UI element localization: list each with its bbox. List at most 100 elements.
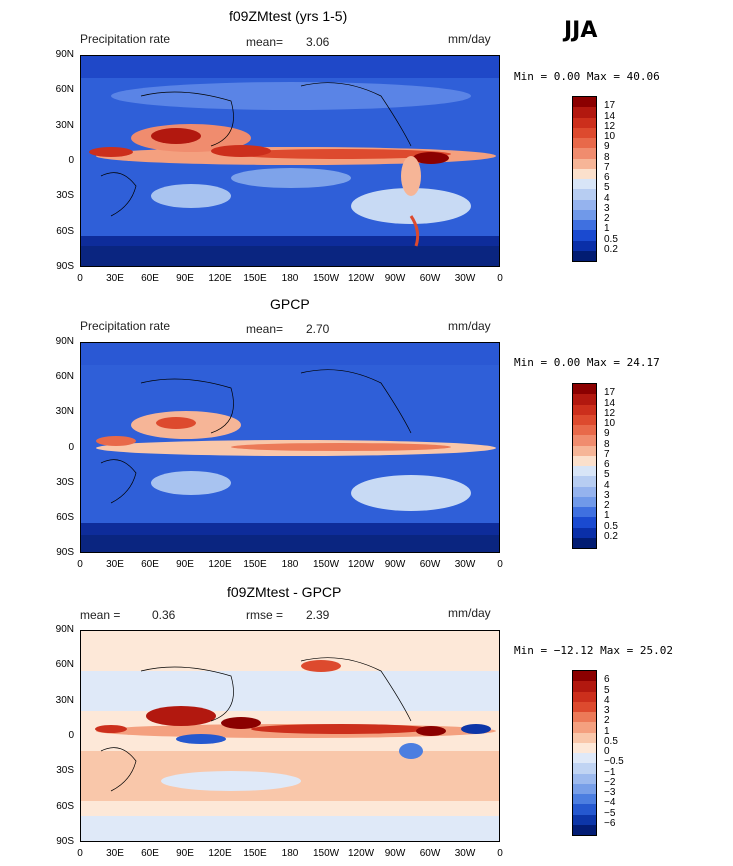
lat-tick-label: 0: [68, 441, 74, 453]
colorbar-tick-label: −5: [604, 807, 616, 819]
colorbar-tick-label: 2: [604, 213, 610, 224]
colorbar-tick-label: 10: [604, 131, 616, 142]
lon-tick-label: 90W: [384, 273, 406, 284]
colorbar-tick-label: 8: [604, 438, 610, 450]
colorbar-tick-label: −0.5: [604, 756, 624, 768]
lon-tick-label: 30E: [106, 273, 124, 284]
colorbar-swatch: [573, 476, 596, 487]
colorbar-swatch: [573, 384, 596, 395]
variable-label: Precipitation rate: [80, 32, 171, 46]
lat-tick-label: 60N: [55, 84, 74, 96]
mean-label: mean =: [80, 608, 121, 622]
mean-value: 3.06: [306, 35, 330, 49]
lon-tick-label: 150W: [313, 559, 340, 570]
colorbar-tick-label: 3: [604, 705, 610, 716]
lat-tick-label: 30N: [55, 406, 74, 418]
lon-tick-label: 120W: [348, 848, 375, 859]
colorbar-tick-label: −2: [604, 776, 616, 788]
units-label: mm/day: [448, 32, 491, 46]
lat-tick-label: 30S: [56, 765, 74, 777]
colorbar-swatch: [573, 250, 596, 261]
lat-tick-label: 90S: [56, 836, 74, 847]
lat-tick-label: 0: [68, 155, 74, 166]
mean-label: mean=: [246, 322, 284, 336]
colorbar-tick-label: 0.5: [604, 735, 618, 747]
colorbar-swatch: [573, 435, 596, 446]
lon-tick-label: 60W: [419, 559, 441, 570]
colorbar-tick-label: 2: [604, 715, 610, 727]
colorbar-tick-label: 14: [604, 110, 616, 122]
colorbar-tick-label: 4: [604, 192, 610, 204]
colorbar-swatch: [573, 671, 596, 682]
colorbar-swatch: [573, 138, 596, 149]
colorbar-swatch: [573, 404, 596, 415]
colorbar-swatch: [573, 742, 596, 753]
lon-tick-label: 150E: [243, 559, 267, 570]
colorbar-tick-label: 0.2: [604, 243, 618, 255]
colorbar-swatch: [573, 240, 596, 251]
colorbar-tick-label: 3: [604, 202, 610, 214]
colorbar-swatch: [573, 445, 596, 456]
lat-tick-label: 60N: [55, 371, 74, 383]
lat-tick-label: 90S: [56, 547, 74, 558]
colorbar-tick-label: 4: [604, 694, 610, 706]
lon-tick-label: 120E: [208, 848, 232, 859]
mean-value: 2.70: [306, 322, 330, 336]
colorbar-swatch: [573, 824, 596, 835]
lon-tick-label: 180: [281, 848, 299, 859]
panel-title: f09ZMtest (yrs 1-5): [229, 8, 348, 24]
rmse-label: rmse =: [246, 608, 284, 622]
colorbar-swatch: [573, 209, 596, 220]
variable-label: Precipitation rate: [80, 319, 171, 333]
colorbar-tick-label: 7: [604, 448, 610, 460]
lon-tick-label: 150E: [243, 848, 267, 859]
colorbar-tick-label: 14: [604, 397, 616, 409]
colorbar-tick-label: 5: [604, 469, 610, 481]
colorbar-tick-label: 0: [604, 746, 610, 757]
colorbar-swatch: [573, 753, 596, 764]
lat-tick-label: 90N: [55, 336, 74, 347]
lon-tick-label: 0: [497, 559, 503, 570]
colorbar-tick-label: 5: [604, 684, 610, 696]
colorbar-swatch: [573, 732, 596, 743]
colorbar-swatch: [573, 681, 596, 692]
colorbar-swatch: [573, 486, 596, 497]
lat-tick-label: 60S: [56, 225, 74, 237]
lon-tick-label: 150W: [313, 848, 340, 859]
colorbar-tick-label: 6: [604, 674, 610, 686]
lon-tick-label: 60W: [419, 273, 441, 284]
colorbar-tick-label: 9: [604, 428, 610, 440]
colorbar-tick-label: 2: [604, 500, 610, 511]
colorbar-swatch: [573, 466, 596, 477]
colorbar-gpcp: [572, 383, 597, 549]
colorbar-tick-label: 1: [604, 223, 610, 235]
colorbar-tick-label: 7: [604, 161, 610, 173]
min-max-label: Min = 0.00 Max = 40.06: [514, 70, 660, 83]
lon-tick-label: 120E: [208, 273, 232, 284]
colorbar-swatch: [573, 107, 596, 118]
lon-tick-label: 180: [281, 559, 299, 570]
colorbar-tick-label: 1: [604, 725, 610, 737]
colorbar-tick-label: 6: [604, 172, 610, 183]
colorbar-tick-label: 8: [604, 151, 610, 163]
lat-tick-label: 60S: [56, 511, 74, 523]
lon-tick-label: 0: [77, 559, 83, 570]
colorbar-swatch: [573, 701, 596, 712]
lon-tick-label: 0: [497, 273, 503, 284]
colorbar-swatch: [573, 763, 596, 774]
colorbar-swatch: [573, 148, 596, 159]
lon-tick-label: 60W: [419, 848, 441, 859]
season-label: JJA: [564, 18, 598, 43]
lat-tick-label: 90S: [56, 261, 74, 272]
colorbar-swatch: [573, 773, 596, 784]
lat-tick-label: 0: [68, 730, 74, 741]
lon-tick-label: 60E: [141, 559, 159, 570]
colorbar-tick-label: 4: [604, 479, 610, 491]
colorbar-model: [572, 96, 597, 262]
lon-tick-label: 90W: [384, 848, 406, 859]
colorbar-swatch: [573, 179, 596, 190]
colorbar-swatch: [573, 97, 596, 108]
min-max-label: Min = −12.12 Max = 25.02: [514, 644, 673, 657]
lon-tick-label: 90E: [176, 273, 194, 284]
colorbar-swatch: [573, 783, 596, 794]
